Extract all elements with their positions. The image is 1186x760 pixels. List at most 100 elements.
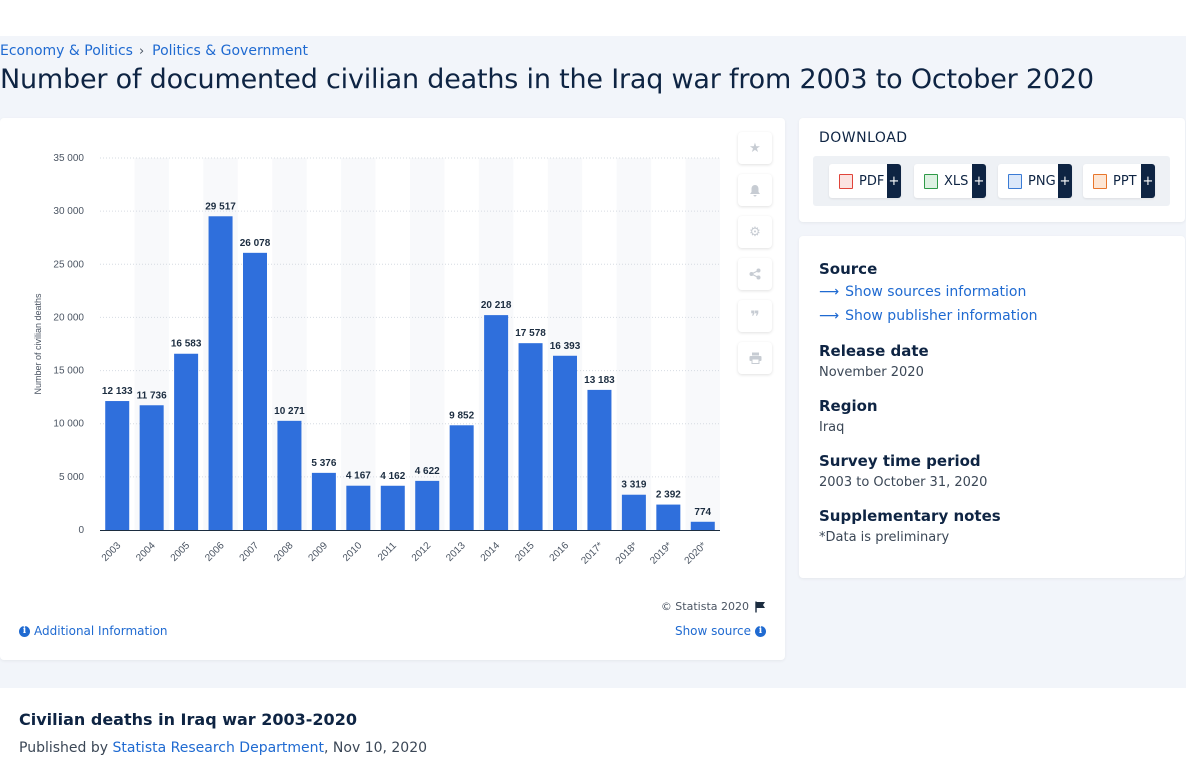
download-ppt-label: PPT <box>1113 173 1137 189</box>
bar <box>277 420 302 530</box>
supplementary-notes-heading: Supplementary notes <box>819 507 1001 525</box>
bar-chart: 0 5 000 10 000 15 000 20 000 25 000 30 000 35 0… <box>33 153 720 567</box>
x-tick-label: 2018* <box>614 540 640 566</box>
data-label: 13 183 <box>584 375 615 386</box>
download-pdf-button[interactable]: PDF + <box>829 164 901 198</box>
copyright-text: © Statista 2020 <box>660 600 749 613</box>
show-sources-link[interactable]: ⟶ Show sources information <box>819 284 1026 300</box>
breadcrumb-economy-politics[interactable]: Economy & Politics <box>0 43 133 59</box>
column-band <box>341 158 376 530</box>
show-publisher-label: Show publisher information <box>845 308 1038 324</box>
download-card: DOWNLOAD PDF + XLS + PNG + PPT + <box>799 118 1185 222</box>
column-band <box>616 158 652 530</box>
bar <box>553 355 577 530</box>
download-xls-button[interactable]: XLS + <box>914 164 986 198</box>
download-pdf-label: PDF <box>859 173 885 189</box>
bar <box>449 425 474 530</box>
x-tick-label: 2011 <box>376 540 399 563</box>
bar <box>139 405 164 530</box>
data-label: 5 376 <box>311 458 336 469</box>
download-ppt-button[interactable]: PPT + <box>1083 164 1155 198</box>
data-label: 29 517 <box>205 201 236 212</box>
arrow-right-icon: ⟶ <box>819 308 840 324</box>
data-label: 20 218 <box>481 300 512 311</box>
survey-period-value: 2003 to October 31, 2020 <box>819 475 988 490</box>
flag-icon[interactable] <box>755 601 766 613</box>
bar <box>243 252 267 530</box>
bar <box>311 472 336 530</box>
share-icon[interactable] <box>738 258 772 290</box>
x-tick-label: 2013 <box>444 540 468 564</box>
download-bar: PDF + XLS + PNG + PPT + <box>813 156 1170 206</box>
bar <box>380 485 405 530</box>
data-label: 2 392 <box>656 490 681 501</box>
bar <box>690 521 715 530</box>
plus-icon: + <box>1141 164 1155 198</box>
show-publisher-link[interactable]: ⟶ Show publisher information <box>819 308 1038 324</box>
data-label: 17 578 <box>515 328 546 339</box>
gear-icon[interactable]: ⚙ <box>738 216 772 248</box>
bar <box>621 494 646 530</box>
supplementary-notes-value: *Data is preliminary <box>819 530 950 545</box>
data-label: 4 167 <box>346 471 371 482</box>
y-tick-label: 10 000 <box>53 419 84 430</box>
published-by: Published by Statista Research Departmen… <box>19 740 427 756</box>
breadcrumb-politics-government[interactable]: Politics & Government <box>152 43 308 59</box>
x-tick-label: 2006 <box>203 540 227 564</box>
show-source-link[interactable]: Show source i <box>675 624 766 638</box>
x-tick-label: 2017* <box>579 540 605 566</box>
print-icon[interactable] <box>738 342 772 374</box>
x-tick-label: 2016 <box>548 540 572 564</box>
data-label: 3 319 <box>621 480 646 491</box>
y-tick-label: 15 000 <box>53 366 84 377</box>
region-heading: Region <box>819 397 878 415</box>
bar <box>656 504 681 530</box>
x-tick-label: 2012 <box>410 540 434 564</box>
x-tick-label: 2003 <box>100 540 124 564</box>
chart-tools: ★ ⚙ ❞ <box>738 132 772 384</box>
additional-information-label: Additional Information <box>34 624 168 638</box>
show-source-label: Show source <box>674 624 751 638</box>
publisher-link[interactable]: Statista Research Department <box>112 740 325 756</box>
download-title: DOWNLOAD <box>819 130 908 146</box>
plus-icon: + <box>972 164 986 198</box>
x-tick-label: 2009 <box>306 540 330 564</box>
column-band <box>685 158 720 530</box>
data-label: 774 <box>694 507 711 518</box>
page-title: Number of documented civilian deaths in … <box>0 64 1094 95</box>
statistic-title: Civilian deaths in Iraq war 2003-2020 <box>19 710 357 729</box>
info-icon: i <box>19 625 30 637</box>
show-sources-label: Show sources information <box>845 284 1027 300</box>
x-tick-label: 2004 <box>134 540 158 564</box>
bar <box>587 389 612 530</box>
data-label: 12 133 <box>102 386 133 397</box>
copyright: © Statista 2020 <box>661 600 766 613</box>
y-tick-label: 20 000 <box>53 312 84 323</box>
x-tick-label: 2020* <box>683 540 709 566</box>
bar <box>105 401 130 530</box>
quote-icon[interactable]: ❞ <box>738 300 772 332</box>
y-tick-label: 0 <box>78 525 84 536</box>
bell-icon[interactable] <box>738 174 772 206</box>
y-tick-label: 5 000 <box>59 472 84 483</box>
statistic-info-card: Civilian deaths in Iraq war 2003-2020 Pu… <box>0 688 1186 760</box>
top-bar <box>0 0 1186 36</box>
download-xls-label: XLS <box>944 173 969 189</box>
y-tick-label: 30 000 <box>53 206 84 217</box>
download-png-button[interactable]: PNG + <box>998 164 1072 198</box>
info-icon: i <box>755 625 766 637</box>
download-png-label: PNG <box>1028 173 1056 189</box>
xls-file-icon <box>924 173 938 189</box>
published-date: , Nov 10, 2020 <box>324 740 428 756</box>
star-icon[interactable]: ★ <box>738 132 772 164</box>
x-tick-label: 2010 <box>341 540 365 564</box>
data-label: 26 078 <box>240 238 271 249</box>
metadata-card: Source ⟶ Show sources information ⟶ Show… <box>799 236 1185 578</box>
bar <box>208 216 233 530</box>
additional-information-link[interactable]: i Additional Information <box>19 624 168 638</box>
data-label: 11 736 <box>137 390 167 401</box>
x-tick-label: 2019* <box>648 540 674 566</box>
bar <box>174 353 199 530</box>
y-axis-title: Number of civilian deaths <box>33 293 43 395</box>
chevron-right-icon: › <box>138 43 145 59</box>
